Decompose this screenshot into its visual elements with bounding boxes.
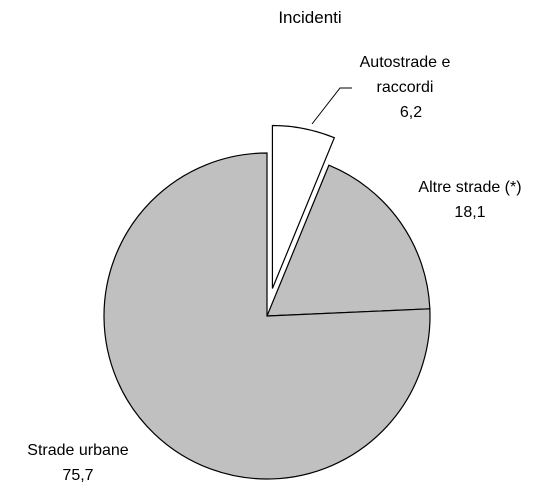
slice-label: Autostrade e raccordi [359, 54, 451, 96]
slice-label: Altre strade (*) [418, 179, 522, 196]
pie-slice [266, 164, 431, 317]
slice-value: 75,7 [62, 467, 94, 484]
slice-value: 6,2 [399, 104, 423, 121]
pie-slice [271, 124, 336, 289]
slice-label: Strade urbane [27, 442, 129, 459]
slice-value: 18,1 [454, 204, 486, 221]
leader-line [311, 87, 352, 125]
chart-title: Incidenti [278, 8, 342, 27]
pie-slice [103, 152, 431, 480]
